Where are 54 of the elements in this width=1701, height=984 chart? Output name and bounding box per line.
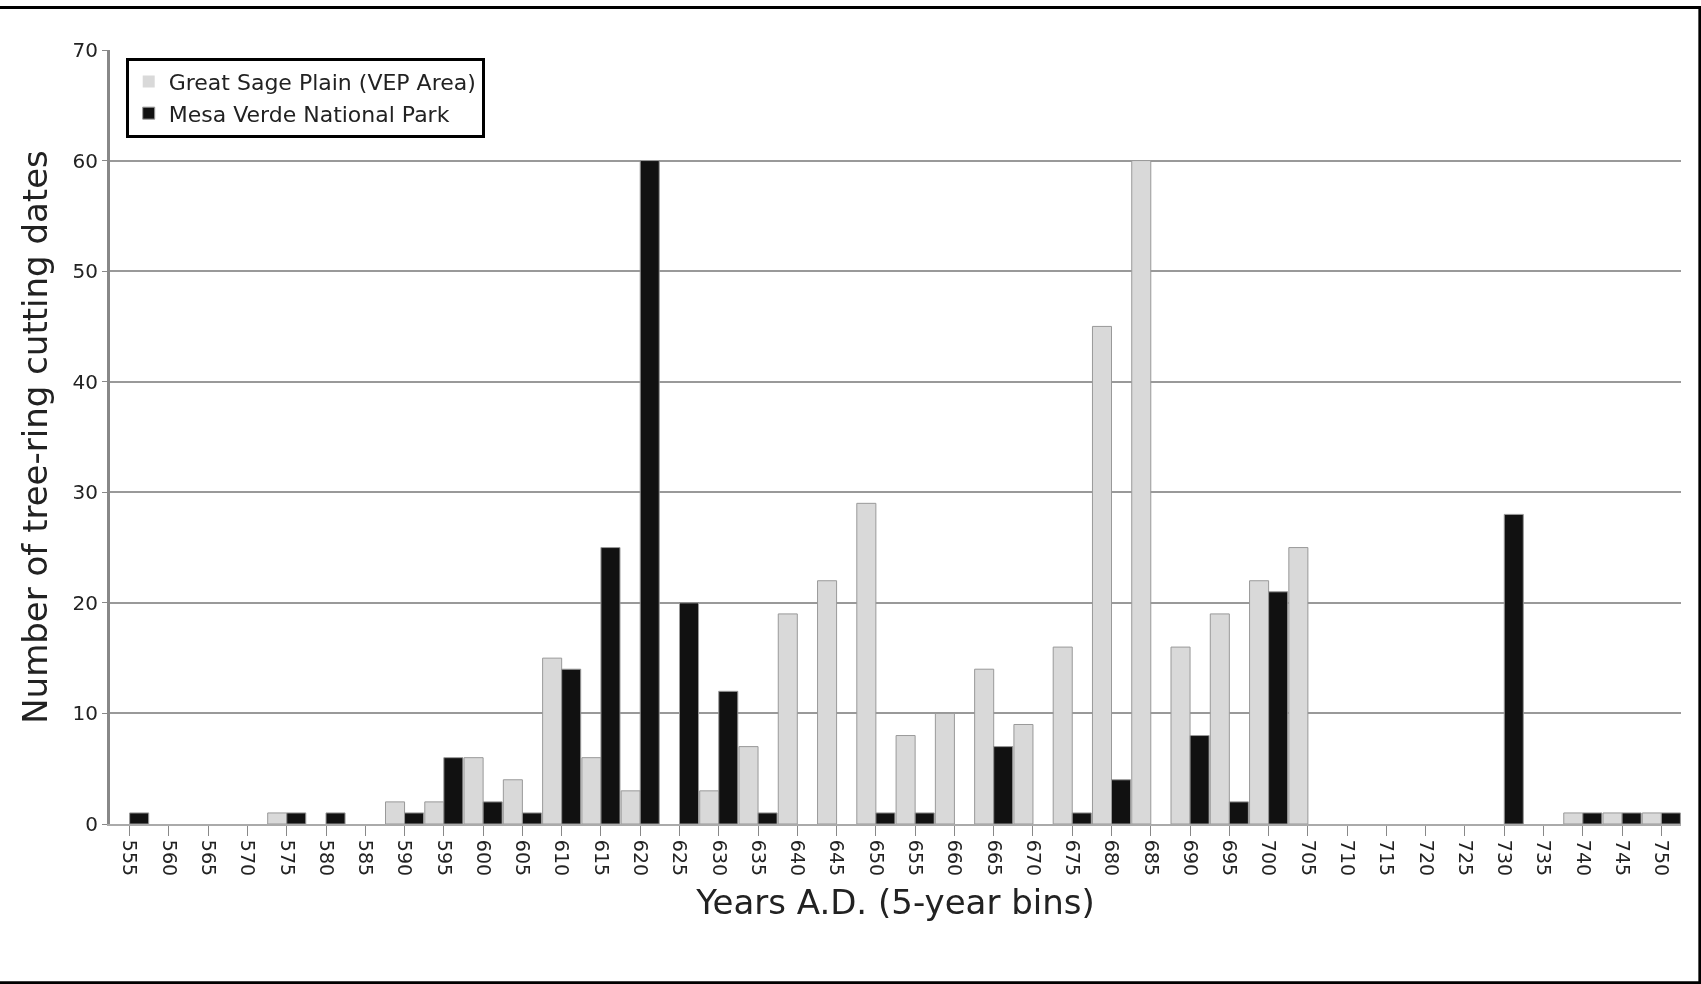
x-tick-label: 630 — [708, 839, 731, 877]
x-tick-label: 725 — [1454, 839, 1477, 877]
x-tick-label: 635 — [747, 839, 770, 877]
y-tick-label: 20 — [72, 590, 98, 615]
x-tick-label: 670 — [1022, 839, 1045, 877]
x-tick-label: 740 — [1572, 839, 1595, 877]
x-tick-label: 560 — [158, 839, 181, 877]
legend-label: Great Sage Plain (VEP Area) — [168, 70, 476, 96]
x-tick-label: 620 — [630, 839, 653, 877]
x-tick-label: 580 — [315, 839, 338, 877]
x-tick-label: 735 — [1533, 839, 1556, 877]
x-tick-label: 705 — [1297, 839, 1320, 877]
x-tick-label: 730 — [1494, 839, 1517, 877]
legend-label: Mesa Verde National Park — [168, 101, 450, 127]
x-tick-label: 595 — [433, 839, 456, 877]
x-tick-label: 710 — [1336, 839, 1359, 877]
x-tick-label: 590 — [394, 839, 417, 877]
x-tick-label: 700 — [1258, 839, 1281, 877]
x-tick-label: 745 — [1611, 839, 1634, 877]
x-tick-label: 605 — [512, 839, 535, 877]
y-tick-label: 50 — [72, 259, 98, 284]
y-axis-title: Number of tree-ring cutting dates — [15, 150, 56, 724]
x-tick-label: 660 — [944, 839, 967, 877]
x-tick-label: 655 — [904, 839, 927, 877]
x-tick-label: 650 — [865, 839, 888, 877]
x-tick-label: 585 — [355, 839, 378, 877]
x-tick-label: 690 — [1179, 839, 1202, 877]
y-tick-label: 10 — [72, 701, 98, 726]
x-tick-label: 680 — [1101, 839, 1124, 877]
x-tick-label: 695 — [1219, 839, 1242, 877]
y-tick-label: 40 — [72, 369, 98, 394]
x-tick-label: 720 — [1415, 839, 1438, 877]
x-tick-label: 640 — [787, 839, 810, 877]
x-tick-label: 615 — [590, 839, 613, 877]
x-tick-label: 610 — [551, 839, 574, 877]
bar — [129, 812, 150, 824]
y-tick-label: 60 — [72, 148, 98, 173]
y-tick-label: 30 — [72, 480, 98, 505]
bar — [325, 812, 346, 824]
x-tick-label: 750 — [1651, 839, 1674, 877]
x-tick-label: 625 — [669, 839, 692, 877]
x-tick-label: 565 — [198, 839, 221, 877]
x-tick-label: 555 — [119, 839, 142, 877]
x-tick-label: 645 — [826, 839, 849, 877]
x-axis-title: Years A.D. (5-year bins) — [695, 881, 1095, 922]
x-tick-label: 685 — [1140, 839, 1163, 877]
x-tick-label: 600 — [472, 839, 495, 877]
x-tick-label: 715 — [1376, 839, 1399, 877]
x-tick-label: 675 — [1062, 839, 1085, 877]
x-tick-label: 570 — [237, 839, 260, 877]
y-tick-label: 0 — [85, 812, 98, 836]
x-tick-label: 575 — [276, 839, 299, 877]
x-tick-label: 665 — [983, 839, 1006, 877]
y-tick-label: 70 — [72, 38, 98, 62]
